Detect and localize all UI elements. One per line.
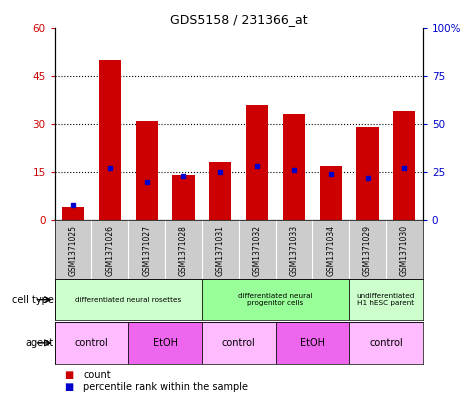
Text: GSM1371029: GSM1371029 (363, 225, 372, 276)
Text: agent: agent (26, 338, 54, 348)
Bar (320, 165, 342, 220)
Title: GDS5158 / 231366_at: GDS5158 / 231366_at (170, 13, 307, 26)
Text: differentiated neural
progenitor cells: differentiated neural progenitor cells (238, 293, 313, 306)
Text: GSM1371028: GSM1371028 (179, 225, 188, 276)
Text: GSM1371026: GSM1371026 (105, 225, 114, 276)
Text: undifferentiated
H1 hESC parent: undifferentiated H1 hESC parent (357, 293, 415, 306)
Text: control: control (222, 338, 256, 348)
Bar (283, 114, 305, 220)
Text: EtOH: EtOH (300, 338, 325, 348)
Bar (276, 322, 349, 364)
Bar (202, 279, 349, 320)
Text: GSM1371027: GSM1371027 (142, 225, 151, 276)
Text: ■: ■ (64, 370, 73, 380)
Bar (62, 207, 84, 220)
Text: control: control (75, 338, 108, 348)
Bar (136, 121, 158, 220)
Text: GSM1371025: GSM1371025 (68, 225, 77, 276)
Bar (349, 279, 423, 320)
Text: control: control (369, 338, 403, 348)
Bar (393, 111, 415, 220)
Text: ■: ■ (64, 382, 73, 392)
Text: GSM1371033: GSM1371033 (289, 225, 298, 276)
Text: GSM1371034: GSM1371034 (326, 225, 335, 276)
Text: cell type: cell type (12, 295, 54, 305)
Bar (128, 322, 202, 364)
Text: GSM1371031: GSM1371031 (216, 225, 225, 276)
Bar (55, 322, 128, 364)
Text: EtOH: EtOH (152, 338, 178, 348)
Bar (202, 322, 276, 364)
Text: percentile rank within the sample: percentile rank within the sample (83, 382, 248, 392)
Text: GSM1371032: GSM1371032 (253, 225, 262, 276)
Bar (349, 322, 423, 364)
Bar (172, 175, 195, 220)
Bar (356, 127, 379, 220)
Text: count: count (83, 370, 111, 380)
Bar (246, 105, 268, 220)
Text: differentiated neural rosettes: differentiated neural rosettes (75, 297, 181, 303)
Bar (55, 279, 202, 320)
Bar (99, 60, 121, 220)
Bar (209, 162, 231, 220)
Text: GSM1371030: GSM1371030 (400, 225, 409, 276)
